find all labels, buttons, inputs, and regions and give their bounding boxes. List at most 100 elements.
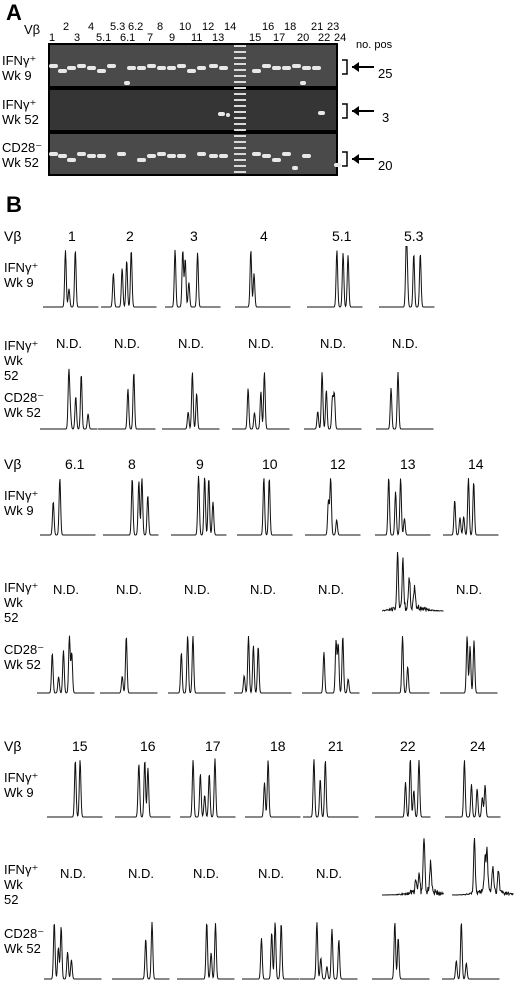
- not-determined-label: N.D.: [392, 336, 418, 351]
- gel-band: [49, 64, 58, 68]
- trace-ifn-wk9: [115, 761, 171, 818]
- trace-cd28-wk52: [168, 635, 226, 694]
- trace-ifn-wk9: [375, 478, 431, 536]
- lane-top-label: 10: [179, 21, 192, 33]
- gel-band: [167, 154, 176, 158]
- not-determined-label: N.D.: [193, 866, 219, 881]
- trace-cd28-wk52: [112, 921, 170, 980]
- ladder-rung: [234, 75, 246, 77]
- row-label-ifn-wk52: IFNγ⁺ Wk 52: [4, 338, 39, 383]
- gel-band: [209, 64, 218, 68]
- trace-cd28-wk52: [100, 637, 158, 694]
- vb-column-header: 2: [126, 228, 134, 244]
- gel-band: [318, 111, 325, 115]
- row-label-ifn-wk52: IFNγ⁺ Wk 52: [4, 862, 39, 907]
- vb-column-header: 24: [470, 738, 486, 754]
- trace-cd28-wk52: [442, 923, 500, 980]
- ladder-rung: [234, 117, 246, 119]
- vb-column-header: 17: [205, 738, 221, 754]
- trace-cd28-wk52: [302, 637, 360, 694]
- gel-band: [77, 64, 86, 68]
- row-label-cd28-wk52: CD28⁻ Wk 52: [4, 642, 45, 672]
- gel-band: [252, 152, 261, 156]
- trace-ifn-wk9: [307, 250, 363, 308]
- trace-cd28-wk52: [372, 636, 430, 694]
- not-determined-label: N.D.: [250, 582, 276, 597]
- dna-ladder: [234, 45, 246, 175]
- ladder-rung: [234, 123, 246, 125]
- gel-band: [197, 152, 206, 156]
- lane-bottom-label: 15: [249, 32, 262, 44]
- trace-cd28-wk52: [44, 923, 102, 980]
- lane-top-label: 12: [202, 21, 215, 33]
- gel-band: [197, 66, 206, 70]
- lane-bottom-label: 11: [191, 32, 203, 44]
- lane-bottom-label: 1: [49, 32, 56, 44]
- vb-column-header: 3: [190, 228, 198, 244]
- count-row-2: 3: [382, 110, 390, 125]
- trace-ifn-wk9: [171, 475, 227, 536]
- gel-row-ifn-wk9: [48, 43, 338, 88]
- trace-ifn-wk9: [43, 250, 99, 308]
- lane-top-label: 2: [63, 21, 70, 33]
- not-determined-label: N.D.: [128, 866, 154, 881]
- ladder-rung: [234, 63, 246, 65]
- lane-bottom-label: 3: [74, 32, 81, 44]
- gel-band: [117, 152, 126, 156]
- trace-ifn-wk52: [452, 837, 514, 896]
- gel-band: [127, 66, 136, 70]
- vb-column-header: 15: [72, 738, 88, 754]
- ladder-rung: [234, 99, 246, 101]
- vb-column-header: 5.1: [332, 228, 352, 244]
- not-determined-label: N.D.: [316, 866, 342, 881]
- lane-top-label: 5.3: [110, 21, 126, 33]
- gel-band: [107, 64, 116, 68]
- trace-ifn-wk9: [303, 759, 359, 818]
- trace-cd28-wk52: [304, 372, 362, 430]
- trace-cd28-wk52: [376, 371, 434, 430]
- gel-band: [252, 69, 261, 73]
- panel-a-letter: A: [6, 0, 22, 25]
- lane-bottom-label: 6.1: [120, 32, 136, 44]
- gel-band: [167, 66, 176, 70]
- trace-ifn-wk9: [375, 759, 431, 818]
- ladder-rung: [234, 153, 246, 155]
- lane-bottom-label: 13: [212, 32, 225, 44]
- row-label-ifn-wk9: IFNγ⁺ Wk 9: [4, 260, 39, 290]
- trace-cd28-wk52: [232, 372, 290, 430]
- trace-ifn-wk9: [379, 246, 435, 308]
- gel-band: [87, 66, 96, 70]
- gel-band: [302, 66, 311, 70]
- lane-bottom-label: 24: [334, 32, 347, 44]
- ladder-rung: [234, 45, 246, 47]
- gel-band: [67, 66, 76, 70]
- panel-b-letter: B: [6, 192, 22, 217]
- bracket-arrow-2: [340, 102, 376, 127]
- vb-row-label: Vβ: [4, 738, 22, 754]
- trace-cd28-wk52: [40, 368, 98, 430]
- trace-ifn-wk9: [237, 478, 293, 536]
- trace-ifn-wk9: [443, 478, 499, 536]
- not-determined-label: N.D.: [56, 336, 82, 351]
- gel-row-label-3: CD28⁻ Wk 52: [2, 140, 43, 170]
- gel-row-label-1: IFNγ⁺ Wk 9: [2, 53, 37, 83]
- gel-band: [262, 64, 271, 68]
- trace-ifn-wk9: [101, 251, 157, 308]
- vb-column-header: 18: [270, 738, 286, 754]
- row-label-cd28-wk52: CD28⁻ Wk 52: [4, 926, 45, 956]
- vb-column-header: 9: [196, 456, 204, 472]
- row-label-ifn-wk9: IFNγ⁺ Wk 9: [4, 770, 39, 800]
- ladder-rung: [234, 129, 246, 131]
- vb-label: Vβ: [24, 22, 41, 37]
- gel-band: [292, 166, 298, 170]
- gel-band: [300, 81, 306, 85]
- not-determined-label: N.D.: [60, 866, 86, 881]
- trace-cd28-wk52: [300, 922, 358, 980]
- lane-top-label: 23: [327, 21, 340, 33]
- trace-cd28-wk52: [162, 372, 220, 430]
- lane-bottom-label: 22: [318, 32, 331, 44]
- lane-bottom-label: 7: [147, 32, 154, 44]
- gel-band: [177, 64, 186, 68]
- lane-bottom-label: 9: [169, 32, 176, 44]
- ladder-rung: [234, 159, 246, 161]
